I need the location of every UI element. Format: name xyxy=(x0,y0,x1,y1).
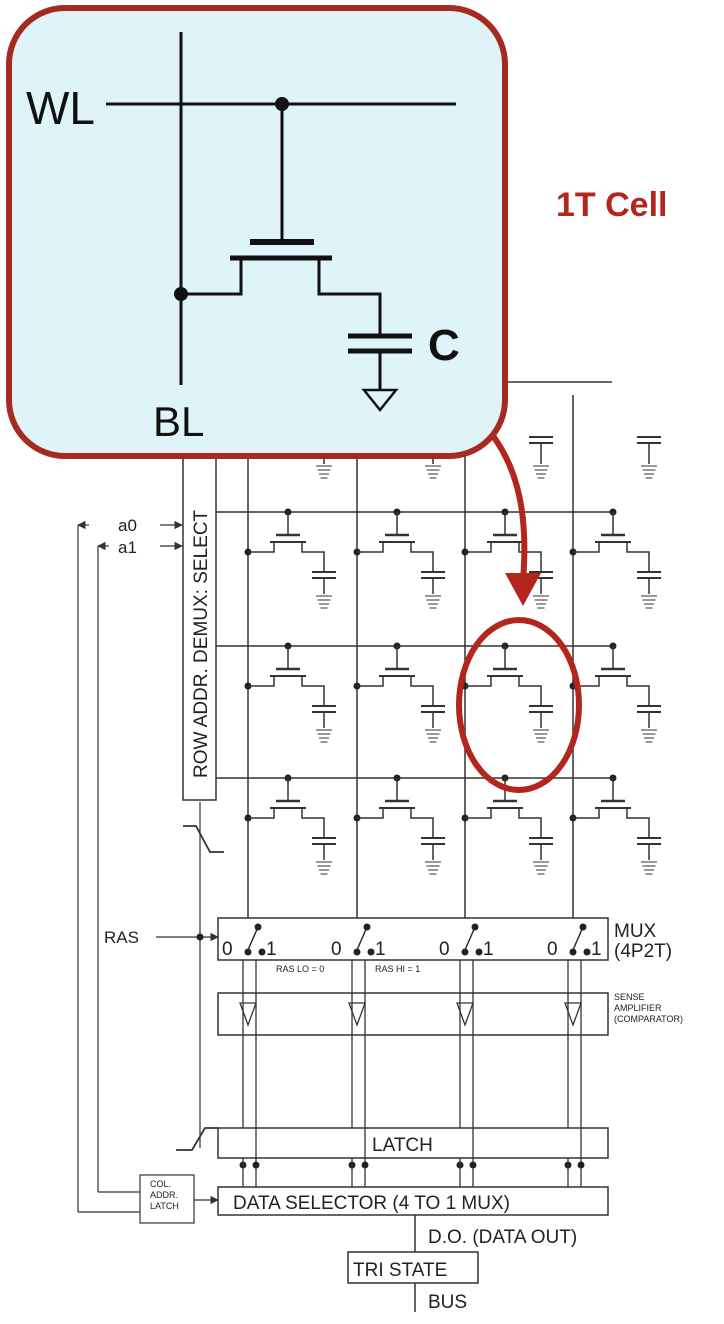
tri-state-label: TRI STATE xyxy=(353,1260,447,1281)
one-t-cell-title: 1T Cell xyxy=(556,186,667,224)
bus-label: BUS xyxy=(428,1292,467,1313)
bit-lines xyxy=(247,395,574,918)
mux-input-1-label: 1 xyxy=(375,939,386,960)
row-decoder-label: ROW ADDR. DEMUX: SELECT xyxy=(191,509,212,778)
memory-cell xyxy=(461,774,553,875)
sense-amp-line3: (COMPARATOR) xyxy=(614,1014,683,1024)
sense-amplifier-block xyxy=(217,992,609,1036)
memory-cell xyxy=(569,774,661,875)
mux-input-0-label: 0 xyxy=(331,939,342,960)
sense-amp-triangle xyxy=(239,1002,257,1027)
memory-cell xyxy=(244,508,336,609)
sense-amp-triangle xyxy=(348,1002,366,1027)
memory-cell xyxy=(353,774,445,875)
mux-input-1-label: 1 xyxy=(483,939,494,960)
addr-a0-label: a0 xyxy=(118,516,137,535)
sense-amp-line1: SENSE xyxy=(614,992,645,1002)
dram-schematic xyxy=(216,381,661,918)
mux-input-1-label: 1 xyxy=(591,939,602,960)
col-node xyxy=(361,1161,369,1169)
memory-cell xyxy=(569,508,661,609)
memory-cells xyxy=(244,436,661,875)
col-node xyxy=(252,1161,260,1169)
highlight-arrowhead xyxy=(505,573,541,606)
row-address-decoder: ROW ADDR. DEMUX: SELECT xyxy=(182,439,217,801)
sense-amp-triangle xyxy=(456,1002,474,1027)
memory-cell xyxy=(244,774,336,875)
memory-cell xyxy=(461,508,553,609)
tri-state-block xyxy=(347,1251,479,1284)
wl-label: WL xyxy=(26,82,95,134)
latch-label: LATCH xyxy=(372,1135,433,1156)
highlight-arrow xyxy=(487,430,528,581)
memory-cell xyxy=(353,642,445,743)
col-latch-line2: ADDR. xyxy=(150,1190,178,1200)
data-out-label: D.O. (DATA OUT) xyxy=(428,1227,577,1248)
one-transistor-cell-inset xyxy=(6,5,508,459)
data-selector-label: DATA SELECTOR (4 TO 1 MUX) xyxy=(233,1193,510,1214)
data-selector-block xyxy=(217,1186,609,1312)
mux-input-0-label: 0 xyxy=(547,939,558,960)
latch-block xyxy=(176,1127,609,1159)
latch-rising-edge-glyph xyxy=(176,1127,218,1151)
col-node xyxy=(469,1161,477,1169)
highlighted-cell-ring xyxy=(456,617,582,793)
addr-a1-label: a1 xyxy=(118,538,137,557)
col-latch-line3: LATCH xyxy=(150,1201,179,1211)
memory-cell xyxy=(529,436,553,479)
address-inputs xyxy=(77,520,183,1213)
memory-cell xyxy=(569,642,661,743)
ras-lo-note: RAS LO = 0 xyxy=(276,964,324,974)
sense-amp-line2: AMPLIFIER xyxy=(614,1003,662,1013)
ras-label: RAS xyxy=(104,928,139,947)
memory-cell xyxy=(461,642,553,743)
mux-label: MUX xyxy=(614,921,657,942)
mux-input-0-label: 0 xyxy=(439,939,450,960)
mux-type-label: (4P2T) xyxy=(614,941,672,962)
memory-cell xyxy=(244,642,336,743)
ras-falling-edge-glyph xyxy=(183,825,224,853)
ras-hi-note: RAS HI = 1 xyxy=(375,964,420,974)
mux-input-1-label: 1 xyxy=(266,939,277,960)
col-latch-line1: COL. xyxy=(150,1179,171,1189)
capacitor-label: C xyxy=(428,321,460,370)
memory-cell xyxy=(353,508,445,609)
col-node xyxy=(577,1161,585,1169)
mux-input-0-label: 0 xyxy=(222,939,233,960)
column-address-latch xyxy=(139,1174,219,1224)
memory-cell xyxy=(637,436,661,479)
sense-amp-triangle xyxy=(564,1002,582,1027)
bl-label: BL xyxy=(153,398,204,445)
